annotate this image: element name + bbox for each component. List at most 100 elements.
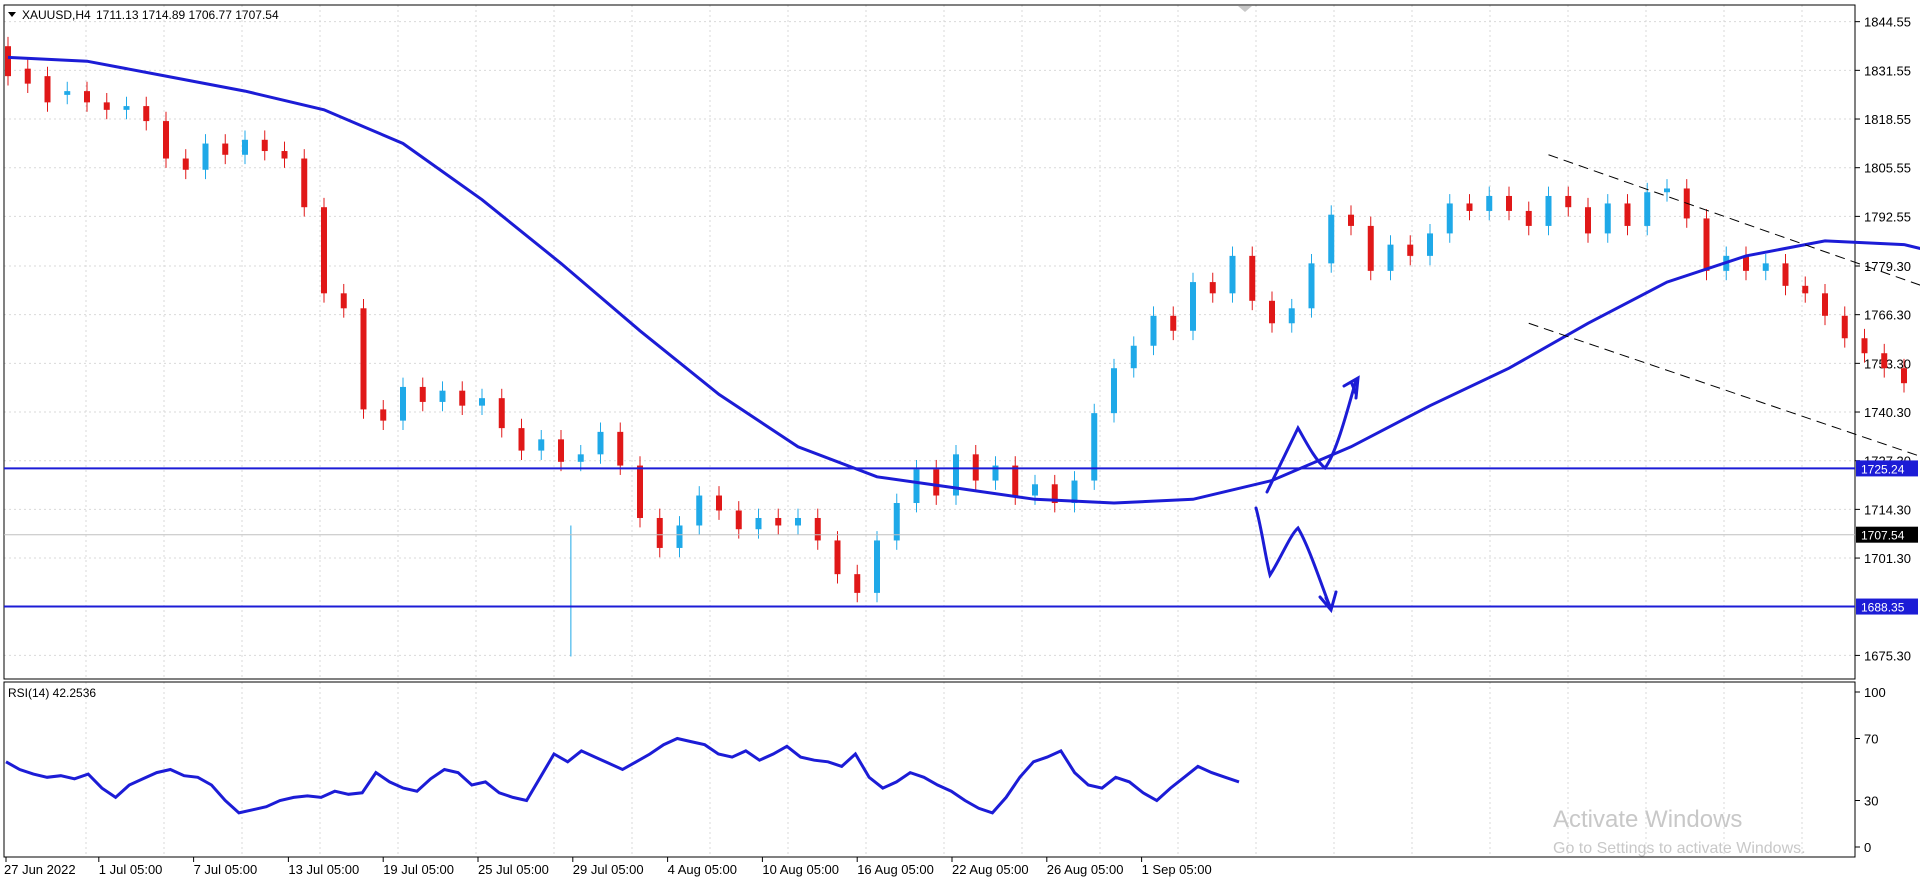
time-tick-label: 29 Jul 05:00 — [573, 862, 644, 877]
time-tick-label: 19 Jul 05:00 — [383, 862, 454, 877]
candle-body — [222, 143, 229, 155]
candle-body — [755, 517, 762, 530]
candle-body — [1288, 308, 1295, 324]
candle-body — [893, 503, 900, 541]
time-axis: 27 Jun 2022 1 Jul 05:00 7 Jul 05:00 13 Jul … — [4, 857, 1212, 877]
candle-body — [597, 431, 604, 455]
time-tick-label: 16 Aug 05:00 — [857, 862, 934, 877]
candle-body — [1367, 225, 1374, 271]
candle-body — [163, 121, 169, 159]
candle-body — [1486, 195, 1493, 211]
candle-body — [459, 390, 466, 406]
candle-body — [1190, 282, 1196, 331]
candle-body — [558, 439, 564, 462]
candle-body — [1130, 345, 1137, 369]
price-tick-label: 1701.30 — [1864, 551, 1911, 566]
candle-body — [1802, 285, 1809, 294]
price-tick-label: 1844.55 — [1864, 15, 1911, 30]
candle-body — [1229, 255, 1236, 294]
panel-shift-icon[interactable] — [1238, 6, 1252, 12]
rsi-tick-label: 30 — [1864, 794, 1878, 809]
price-levels[interactable]: 1725.24 1707.54 1688.35 — [4, 460, 1918, 615]
candle-body — [321, 207, 327, 294]
candle-body — [577, 454, 584, 462]
candle-body — [1249, 255, 1256, 301]
candle-body — [1269, 300, 1275, 324]
candle-body — [1427, 233, 1433, 256]
rsi-label: RSI(14) 42.2536 — [8, 686, 96, 700]
candle-body — [913, 469, 920, 504]
price-tick-label: 1740.30 — [1864, 405, 1911, 420]
candle-body — [1506, 195, 1512, 211]
candle-body — [735, 510, 742, 530]
candle-body — [1111, 368, 1117, 414]
symbol-header[interactable]: XAUUSD,H4 1711.13 1714.89 1706.77 1707.5… — [8, 8, 279, 22]
candle-body — [103, 102, 110, 110]
candle-body — [775, 517, 782, 526]
collapse-triangle-icon[interactable] — [8, 12, 16, 17]
candle-body — [1170, 315, 1177, 331]
candle-body — [1348, 214, 1354, 226]
symbol-label: XAUUSD,H4 — [22, 8, 91, 22]
candle-body — [84, 91, 90, 103]
candle-body — [1407, 244, 1414, 256]
time-tick-label: 4 Aug 05:00 — [668, 862, 737, 877]
price-tag-label: 1688.35 — [1861, 601, 1905, 615]
candle-body — [1091, 413, 1098, 481]
candle-body — [1901, 368, 1907, 384]
price-tick-label: 1753.30 — [1864, 356, 1911, 371]
candle-body — [538, 439, 545, 451]
time-tick-label: 1 Jul 05:00 — [99, 862, 163, 877]
candle-body — [498, 398, 505, 429]
down-arrow-head-icon — [1318, 590, 1338, 614]
candle-body — [1743, 255, 1749, 271]
channel-lower-line[interactable] — [1528, 322, 1920, 679]
channel-upper-line[interactable] — [1548, 154, 1920, 709]
down-arrow-path — [1254, 506, 1332, 609]
time-tick-label: 26 Aug 05:00 — [1047, 862, 1124, 877]
candle-body — [64, 91, 71, 95]
candle-body — [1012, 465, 1019, 496]
candle-body — [1466, 203, 1473, 211]
candle-body — [1664, 188, 1670, 193]
candle-body — [716, 495, 722, 511]
rsi-panel-frame — [3, 681, 1856, 858]
price-tick-label: 1805.55 — [1864, 161, 1911, 176]
price-tick-label: 1831.55 — [1864, 63, 1911, 78]
time-tick-label: 25 Jul 05:00 — [478, 862, 549, 877]
candle-body — [637, 465, 643, 518]
candle-body — [1308, 263, 1315, 309]
time-tick-label: 22 Aug 05:00 — [952, 862, 1029, 877]
candle-body — [795, 517, 801, 526]
candle-body — [1703, 218, 1710, 271]
candle-body — [854, 574, 861, 593]
price-tick-label: 1714.30 — [1864, 502, 1911, 517]
candle-body — [617, 431, 624, 466]
price-tag-box — [1856, 526, 1918, 543]
candle-body — [1822, 293, 1828, 316]
candle-body — [1861, 338, 1868, 354]
candle-body — [1209, 282, 1216, 294]
candlesticks — [5, 36, 1907, 657]
price-tag-label: 1725.24 — [1861, 462, 1905, 476]
price-tick-label: 1675.30 — [1864, 648, 1911, 663]
candle-body — [1585, 207, 1591, 234]
candle-body — [933, 469, 940, 496]
candle-body — [439, 390, 446, 402]
candle-body — [400, 386, 406, 421]
candle-body — [874, 540, 880, 593]
rsi-tick-label: 70 — [1864, 732, 1878, 747]
candle-body — [953, 454, 959, 496]
rsi-tick-label: 0 — [1864, 840, 1871, 855]
candle-body — [1328, 214, 1335, 264]
candle-body — [992, 465, 999, 481]
candle-body — [202, 143, 209, 170]
price-tag-box — [1856, 460, 1918, 477]
candle-body — [182, 158, 189, 170]
candle-body — [123, 106, 130, 110]
moving-average-line[interactable] — [7, 55, 1920, 505]
candle-body — [518, 428, 525, 451]
candle-body — [1525, 210, 1532, 226]
candle-body — [360, 308, 367, 410]
